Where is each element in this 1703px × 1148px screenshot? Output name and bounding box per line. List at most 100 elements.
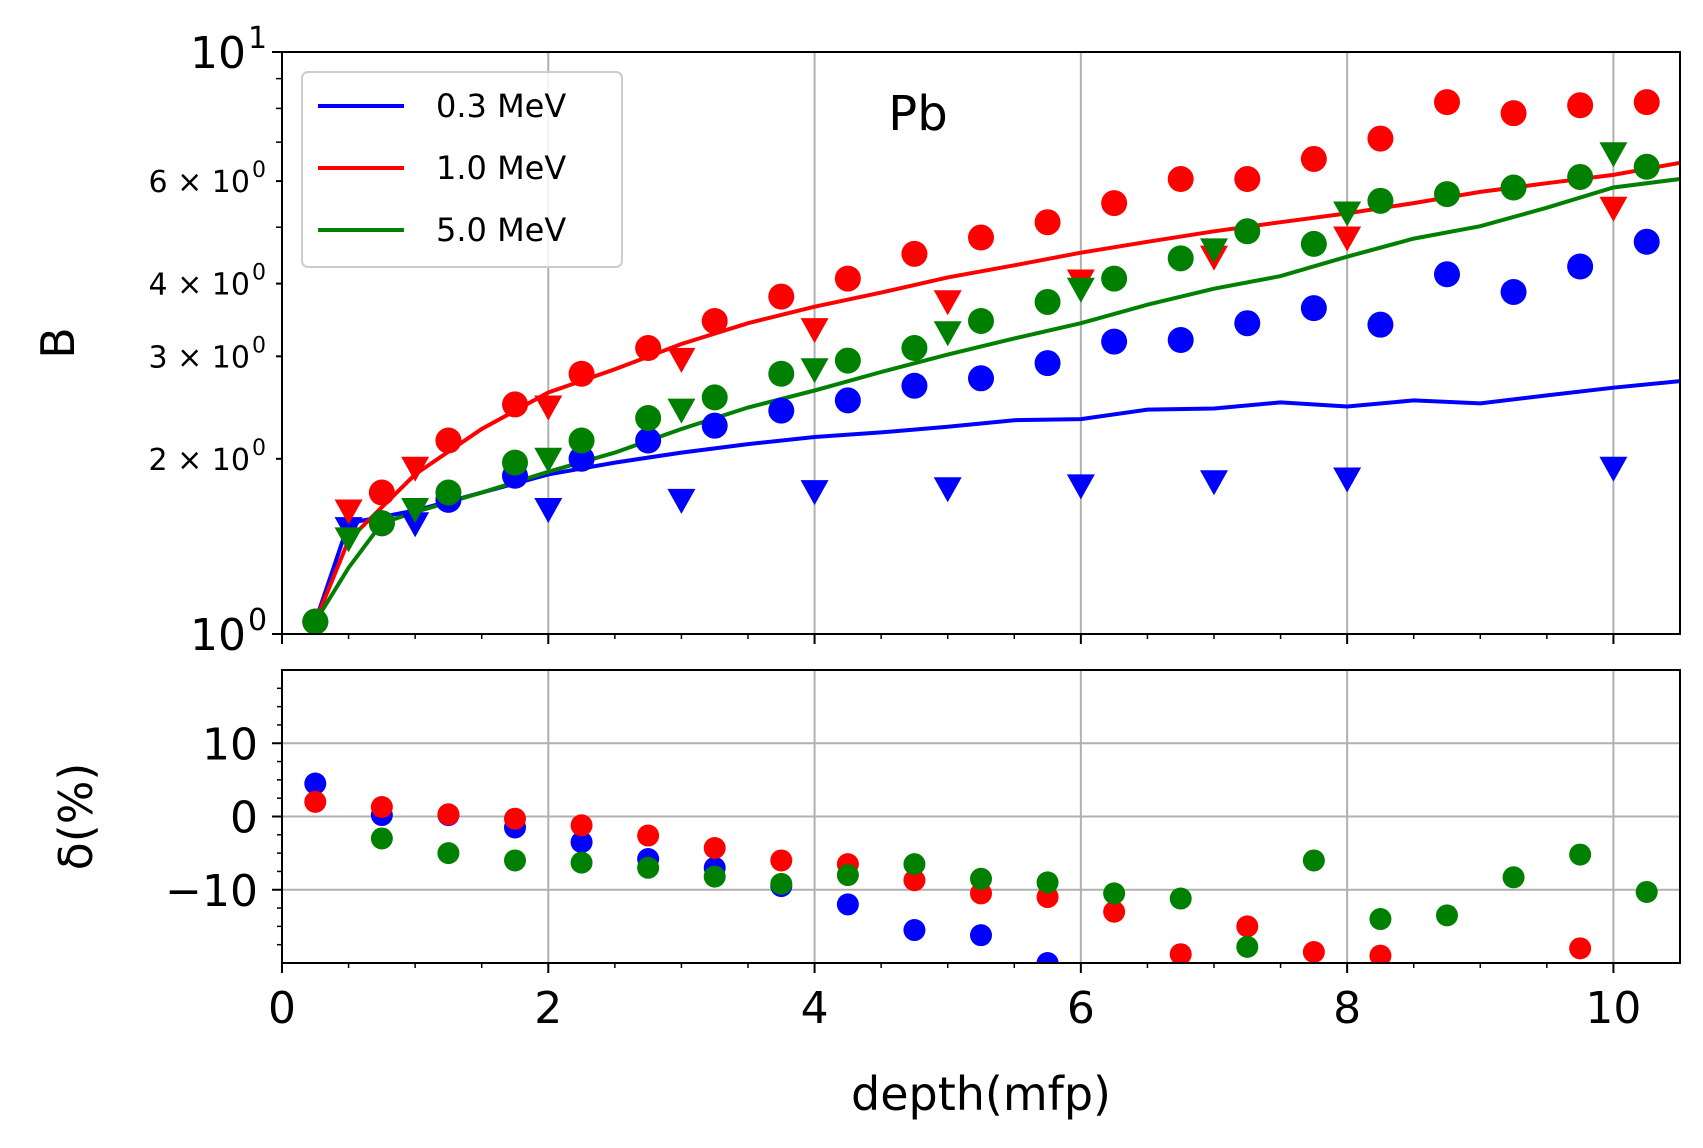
top-y-tick-label: 10	[190, 28, 246, 79]
circle-marker	[1567, 163, 1594, 190]
delta-point	[570, 831, 593, 854]
legend: 0.3 MeV 1.0 MeV 5.0 MeV	[301, 71, 623, 268]
circle-marker	[701, 307, 728, 334]
circle-marker	[568, 445, 595, 472]
delta-point	[304, 790, 327, 813]
delta-point	[570, 851, 593, 874]
x-tick-label: 4	[801, 983, 829, 1034]
circle-marker	[635, 405, 662, 432]
circle-marker	[1034, 209, 1061, 236]
delta-point	[1236, 915, 1259, 938]
circle-marker	[1367, 187, 1394, 214]
circle-marker	[1300, 145, 1327, 172]
delta-point	[836, 864, 859, 887]
delta-point	[1569, 937, 1592, 960]
circle-marker	[901, 335, 928, 362]
circle-marker	[502, 449, 528, 476]
circle-marker	[1500, 100, 1527, 127]
triangle-marker	[1200, 238, 1228, 264]
delta-point	[903, 919, 926, 942]
delta-point	[970, 924, 992, 947]
circle-marker	[1633, 153, 1660, 180]
delta-point	[1635, 880, 1658, 903]
delta-point	[1302, 941, 1325, 963]
top-panel-frame	[281, 51, 1681, 635]
bottom-panel-markers	[304, 772, 1658, 963]
delta-point	[437, 803, 460, 826]
delta-point	[1169, 887, 1192, 910]
triangle-marker	[667, 398, 696, 424]
circle-marker	[1101, 265, 1128, 292]
triangle-marker	[1599, 142, 1628, 168]
triangle-marker	[1599, 196, 1628, 222]
circle-marker	[701, 412, 728, 439]
legend-entry: 5.0 MeV	[436, 211, 566, 249]
legend-entry: 0.3 MeV	[436, 87, 566, 125]
circle-marker	[968, 365, 994, 392]
circle-marker	[1234, 166, 1261, 193]
circle-marker	[834, 265, 861, 292]
triangle-marker	[933, 477, 962, 503]
triangle-marker	[1333, 226, 1362, 252]
circle-marker	[1167, 327, 1194, 354]
top-y-tick-label: 2 × 10	[149, 443, 250, 478]
circle-marker	[568, 360, 595, 387]
circle-marker	[1567, 253, 1594, 280]
delta-point	[1502, 866, 1525, 889]
circle-marker	[502, 391, 528, 418]
delta-point	[1236, 935, 1259, 958]
top-y-tick-label: 10	[190, 610, 246, 661]
circle-marker	[302, 608, 329, 635]
top-y-tick-exponent: 0	[248, 603, 267, 638]
triangle-marker	[933, 321, 962, 347]
delta-point	[504, 807, 526, 830]
circle-marker	[1034, 350, 1061, 377]
delta-point	[1302, 849, 1325, 872]
top-panel-markers	[302, 89, 1660, 635]
top-y-tick-exponent: 1	[248, 21, 267, 56]
top-y-tick-exponent: 0	[252, 436, 266, 461]
circle-marker	[1101, 190, 1128, 217]
bottom-panel-ticks: 0 2 4 6 8 10 10 0 −10	[165, 687, 1641, 1034]
delta-point	[703, 865, 726, 888]
circle-marker	[1167, 166, 1194, 193]
top-y-tick-exponent: 0	[252, 261, 266, 286]
circle-marker	[635, 427, 662, 454]
circle-marker	[435, 479, 462, 506]
circle-marker	[768, 283, 795, 310]
delta-point	[1369, 944, 1392, 963]
triangle-marker	[667, 347, 696, 373]
triangle-marker	[1333, 467, 1362, 493]
delta-point	[570, 814, 593, 837]
delta-point	[1103, 900, 1126, 923]
circle-marker	[901, 240, 928, 267]
triangle-marker	[334, 499, 363, 525]
triangle-marker	[401, 512, 430, 538]
circle-marker	[368, 479, 395, 506]
circle-marker	[1167, 245, 1194, 272]
delta-point	[504, 849, 526, 872]
triangle-marker	[334, 527, 363, 553]
delta-point	[970, 867, 992, 890]
delta-point	[1036, 952, 1059, 963]
delta-point	[770, 872, 793, 895]
delta-point	[903, 853, 926, 876]
top-y-tick-exponent: 0	[252, 158, 266, 183]
delta-point	[903, 869, 926, 892]
triangle-marker	[667, 488, 696, 514]
delta-point	[1569, 843, 1592, 866]
triangle-marker	[534, 497, 563, 523]
triangle-marker	[800, 480, 829, 506]
circle-marker	[1300, 230, 1327, 257]
delta-point	[370, 795, 393, 818]
circle-marker	[1633, 228, 1660, 255]
triangle-marker	[534, 447, 563, 473]
triangle-marker	[401, 456, 430, 482]
circle-marker	[1434, 181, 1460, 208]
y-tick-label: 0	[230, 793, 258, 844]
triangle-marker	[1066, 277, 1095, 303]
panel-annotation: Pb	[888, 86, 947, 142]
delta-point	[304, 772, 327, 795]
